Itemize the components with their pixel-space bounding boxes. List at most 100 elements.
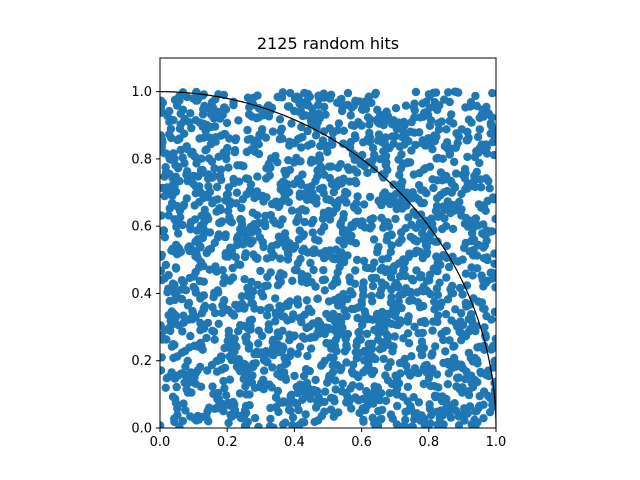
scatter-point xyxy=(245,316,254,325)
scatter-point xyxy=(461,168,470,178)
scatter-point xyxy=(198,223,208,232)
scatter-point xyxy=(491,214,496,224)
scatter-point xyxy=(295,189,305,198)
x-tick-label: 0.0 xyxy=(150,435,171,450)
scatter-point xyxy=(317,361,326,370)
scatter-point xyxy=(322,195,331,204)
y-tick-label: 0.6 xyxy=(131,220,152,235)
scatter-point xyxy=(347,231,356,240)
scatter-point xyxy=(363,168,372,178)
scatter-point xyxy=(191,379,200,388)
scatter-point xyxy=(423,110,433,120)
x-tick-label: 0.2 xyxy=(217,435,238,450)
scatter-point xyxy=(433,392,442,401)
scatter-point xyxy=(185,118,194,127)
scatter-point xyxy=(367,157,376,167)
scatter-point xyxy=(442,125,451,134)
scatter-point xyxy=(451,169,461,178)
scatter-point xyxy=(209,389,218,399)
scatter-point xyxy=(237,292,247,301)
scatter-point xyxy=(373,248,382,257)
scatter-point xyxy=(240,275,249,284)
scatter-point xyxy=(428,145,437,154)
scatter-point xyxy=(292,217,301,227)
scatter-point xyxy=(219,376,228,386)
scatter-point xyxy=(442,241,451,251)
scatter-point xyxy=(271,294,280,303)
scatter-point xyxy=(362,387,371,396)
scatter-point xyxy=(395,358,405,368)
scatter-point xyxy=(252,211,262,220)
scatter-point xyxy=(178,220,187,230)
scatter-point xyxy=(355,327,364,336)
scatter-point xyxy=(374,323,383,332)
scatter-point xyxy=(268,335,278,345)
scatter-point xyxy=(391,132,400,141)
scatter-point xyxy=(471,407,480,416)
scatter-point xyxy=(327,162,336,171)
scatter-point xyxy=(254,339,263,348)
scatter-point xyxy=(408,422,417,428)
scatter-point xyxy=(198,168,207,177)
scatter-point xyxy=(373,105,382,115)
scatter-point xyxy=(160,421,165,428)
scatter-point xyxy=(458,320,468,330)
scatter-point xyxy=(168,279,178,288)
scatter-point xyxy=(450,157,459,167)
scatter-point xyxy=(236,414,246,423)
scatter-point xyxy=(422,250,431,259)
scatter-point xyxy=(435,101,444,110)
scatter-point xyxy=(407,352,416,361)
scatter-point xyxy=(425,276,434,285)
x-tick-label: 0.6 xyxy=(351,435,372,450)
scatter-point xyxy=(395,142,405,151)
scatter-point xyxy=(186,412,195,421)
scatter-point xyxy=(252,187,262,196)
x-tick-label: 1.0 xyxy=(486,435,507,450)
scatter-point xyxy=(179,201,188,211)
scatter-point xyxy=(199,193,208,203)
scatter-point xyxy=(182,170,191,179)
scatter-point xyxy=(278,134,287,143)
scatter-point xyxy=(269,423,278,428)
scatter-point xyxy=(489,195,496,204)
scatter-point xyxy=(490,307,496,317)
scatter-point xyxy=(173,164,183,173)
scatter-point xyxy=(325,94,335,103)
scatter-point xyxy=(486,394,495,403)
scatter-point xyxy=(439,202,448,211)
scatter-point xyxy=(379,354,388,364)
scatter-point xyxy=(356,159,365,169)
scatter-point xyxy=(160,191,169,201)
scatter-point xyxy=(284,405,294,415)
scatter-point xyxy=(349,101,359,110)
scatter-point xyxy=(240,304,249,313)
scatter-point xyxy=(320,170,329,179)
scatter-point xyxy=(341,334,350,344)
scatter-point xyxy=(433,194,442,203)
scatter-point xyxy=(308,188,317,198)
scatter-point xyxy=(370,90,380,99)
scatter-point xyxy=(362,98,372,107)
scatter-point xyxy=(169,340,178,349)
scatter-point xyxy=(381,396,391,405)
scatter-point xyxy=(301,410,310,419)
scatter-point xyxy=(280,229,290,238)
scatter-point xyxy=(373,421,383,428)
scatter-point xyxy=(221,196,230,205)
scatter-point xyxy=(347,121,357,130)
scatter-point xyxy=(244,340,254,350)
scatter-point xyxy=(480,323,489,332)
scatter-point xyxy=(195,362,205,372)
scatter-point xyxy=(339,139,348,148)
scatter-point xyxy=(243,125,252,135)
scatter-point xyxy=(473,132,483,142)
scatter-point xyxy=(337,106,347,116)
scatter-point xyxy=(328,368,338,377)
scatter-point xyxy=(319,208,328,217)
scatter-point xyxy=(374,130,384,139)
scatter-point xyxy=(290,371,299,381)
scatter-point xyxy=(262,164,271,173)
scatter-point xyxy=(401,101,411,110)
scatter-point xyxy=(444,369,453,378)
